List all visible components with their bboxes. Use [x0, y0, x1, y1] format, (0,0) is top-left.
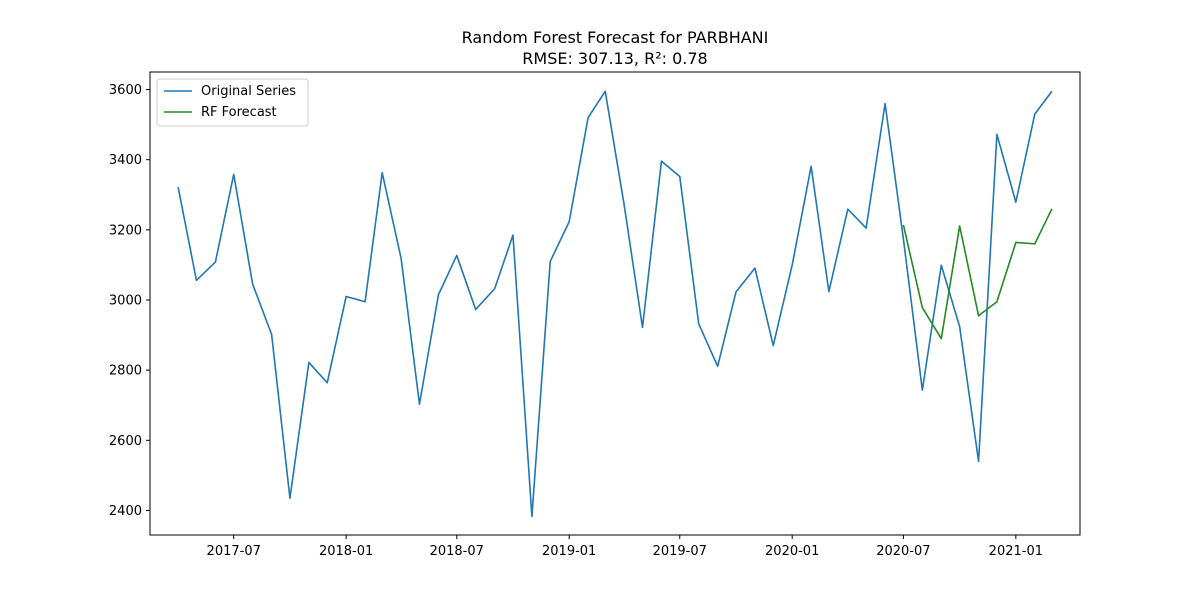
chart-title: Random Forest Forecast for PARBHANI — [462, 28, 769, 47]
x-tick-label: 2018-01 — [319, 544, 373, 559]
y-axis: 2400 2600 2800 3000 3200 3400 3600 — [109, 83, 150, 519]
y-tick-label: 3000 — [109, 293, 142, 308]
x-tick-label: 2020-01 — [765, 544, 819, 559]
chart-subtitle: RMSE: 307.13, R²: 0.78 — [522, 49, 707, 68]
y-tick-label: 2400 — [109, 504, 142, 519]
legend: Original Series RF Forecast — [156, 78, 309, 127]
legend-label-original-series: Original Series — [201, 84, 296, 99]
series-line-rf-forecast — [902, 208, 1053, 340]
y-tick-label: 3600 — [109, 83, 142, 98]
plot-frame — [149, 71, 1081, 536]
x-tick-label: 2018-07 — [430, 544, 484, 559]
legend-box — [156, 78, 309, 127]
legend-label-rf-forecast: RF Forecast — [201, 105, 277, 120]
x-tick-label: 2020-07 — [876, 544, 930, 559]
plot-lines — [177, 90, 1053, 518]
y-tick-label: 2600 — [109, 434, 142, 449]
series-line-original-series — [177, 90, 1053, 518]
x-tick-label: 2021-01 — [989, 544, 1043, 559]
x-tick-label: 2019-07 — [653, 544, 707, 559]
x-tick-label: 2019-01 — [542, 544, 596, 559]
y-tick-label: 2800 — [109, 364, 142, 379]
y-tick-label: 3400 — [109, 153, 142, 168]
x-tick-label: 2017-07 — [207, 544, 261, 559]
x-axis: 2017-07 2018-01 2018-07 2019-01 2019-07 2020-… — [207, 535, 1043, 559]
y-tick-label: 3200 — [109, 223, 142, 238]
